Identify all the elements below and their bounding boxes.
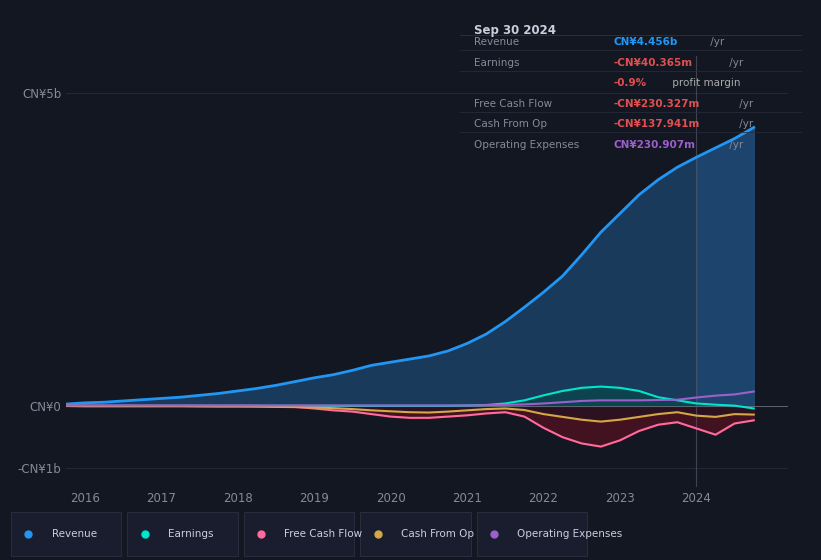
Text: /yr: /yr bbox=[736, 99, 753, 109]
Text: Sep 30 2024: Sep 30 2024 bbox=[474, 24, 556, 37]
Text: Free Cash Flow: Free Cash Flow bbox=[474, 99, 552, 109]
Text: Revenue: Revenue bbox=[52, 529, 97, 539]
Text: Free Cash Flow: Free Cash Flow bbox=[284, 529, 363, 539]
FancyBboxPatch shape bbox=[244, 512, 355, 556]
FancyBboxPatch shape bbox=[11, 512, 122, 556]
Text: CN¥230.907m: CN¥230.907m bbox=[614, 139, 696, 150]
Text: -CN¥137.941m: -CN¥137.941m bbox=[614, 119, 700, 129]
Text: /yr: /yr bbox=[707, 37, 724, 47]
Text: Revenue: Revenue bbox=[474, 37, 519, 47]
Text: /yr: /yr bbox=[726, 58, 743, 68]
Text: Earnings: Earnings bbox=[474, 58, 519, 68]
Text: Earnings: Earnings bbox=[168, 529, 213, 539]
Text: /yr: /yr bbox=[726, 139, 743, 150]
Text: Cash From Op: Cash From Op bbox=[401, 529, 474, 539]
FancyBboxPatch shape bbox=[127, 512, 238, 556]
Text: Operating Expenses: Operating Expenses bbox=[474, 139, 579, 150]
Text: -0.9%: -0.9% bbox=[614, 78, 647, 88]
Text: /yr: /yr bbox=[736, 119, 753, 129]
Text: Cash From Op: Cash From Op bbox=[474, 119, 547, 129]
Text: Operating Expenses: Operating Expenses bbox=[517, 529, 622, 539]
FancyBboxPatch shape bbox=[360, 512, 470, 556]
FancyBboxPatch shape bbox=[476, 512, 587, 556]
Text: -CN¥40.365m: -CN¥40.365m bbox=[614, 58, 693, 68]
Text: -CN¥230.327m: -CN¥230.327m bbox=[614, 99, 700, 109]
Text: CN¥4.456b: CN¥4.456b bbox=[614, 37, 678, 47]
Text: profit margin: profit margin bbox=[668, 78, 740, 88]
